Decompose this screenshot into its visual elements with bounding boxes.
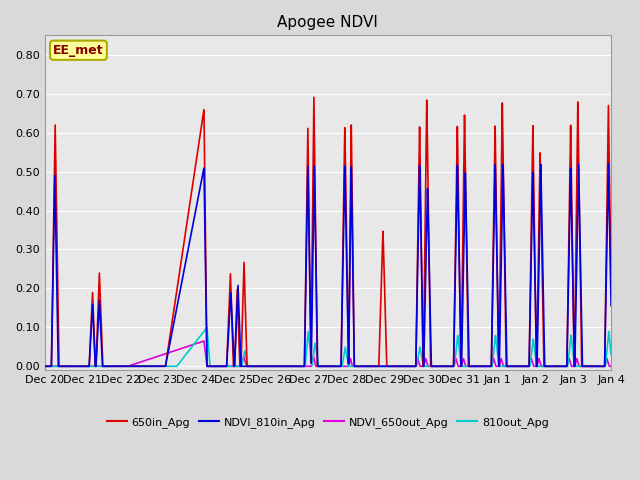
Title: Apogee NDVI: Apogee NDVI xyxy=(277,15,378,30)
Text: EE_met: EE_met xyxy=(53,44,104,57)
Legend: 650in_Apg, NDVI_810in_Apg, NDVI_650out_Apg, 810out_Apg: 650in_Apg, NDVI_810in_Apg, NDVI_650out_A… xyxy=(102,413,553,432)
